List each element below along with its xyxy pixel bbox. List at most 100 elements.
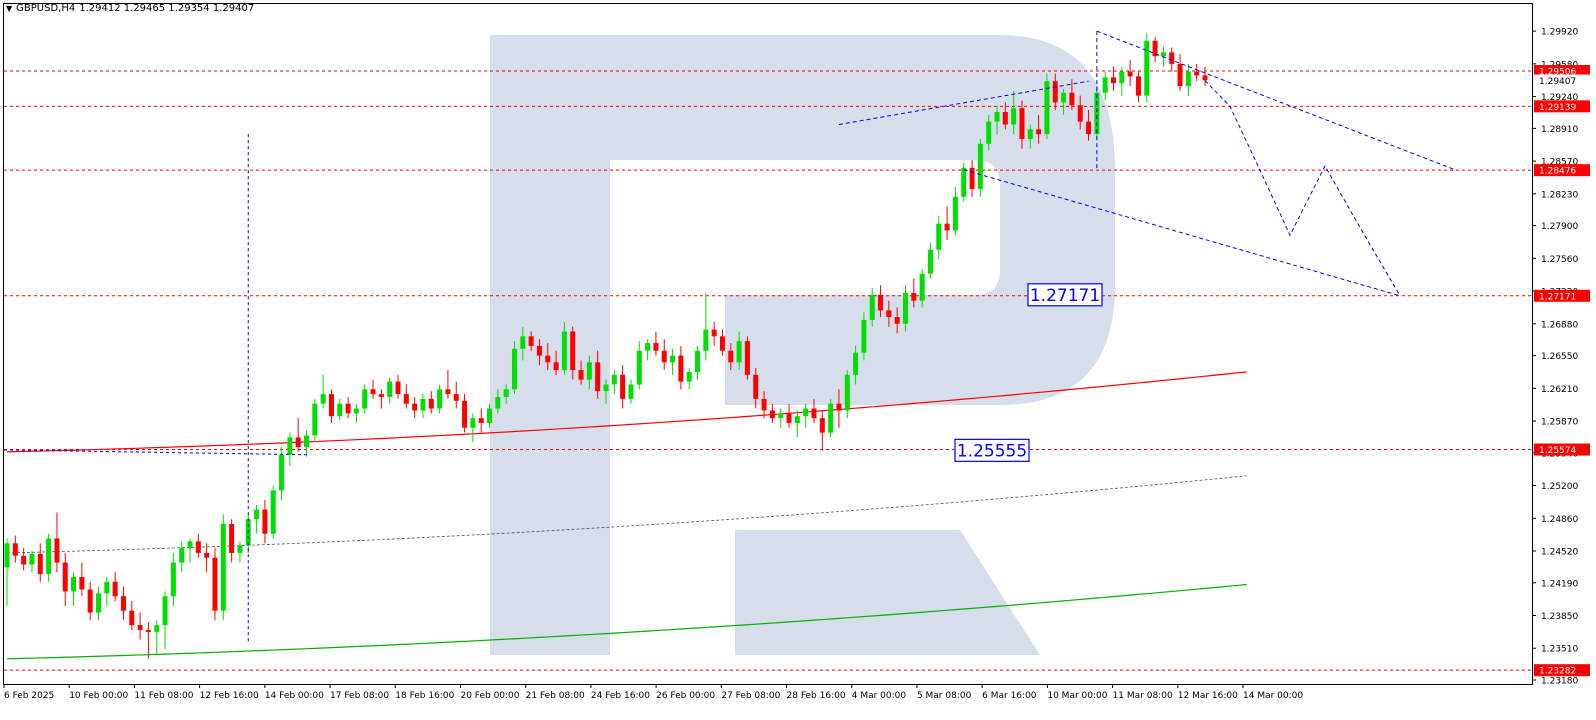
candle[interactable] xyxy=(237,541,243,563)
candle[interactable] xyxy=(395,374,401,399)
candle[interactable] xyxy=(520,326,526,361)
candle[interactable] xyxy=(553,350,559,375)
candle[interactable] xyxy=(487,403,493,428)
candle[interactable] xyxy=(578,360,584,385)
candle[interactable] xyxy=(869,288,875,327)
candle[interactable] xyxy=(120,586,126,621)
candle[interactable] xyxy=(670,348,676,375)
candle[interactable] xyxy=(162,591,168,650)
candle[interactable] xyxy=(1119,66,1125,96)
candle[interactable] xyxy=(969,160,975,197)
candle[interactable] xyxy=(87,581,93,621)
candle[interactable] xyxy=(21,548,27,571)
candle[interactable] xyxy=(362,384,368,414)
candle[interactable] xyxy=(811,398,817,423)
candle[interactable] xyxy=(437,384,443,414)
candle[interactable] xyxy=(1061,88,1067,115)
candle[interactable] xyxy=(79,562,85,597)
candle[interactable] xyxy=(761,391,767,419)
candle[interactable] xyxy=(254,504,260,534)
candle[interactable] xyxy=(611,370,617,395)
candle[interactable] xyxy=(1177,54,1183,91)
candle[interactable] xyxy=(603,379,609,404)
candle[interactable] xyxy=(903,285,908,332)
candle[interactable] xyxy=(96,586,102,621)
candle[interactable] xyxy=(828,398,834,438)
candle[interactable] xyxy=(1102,71,1108,101)
candle[interactable] xyxy=(994,105,1000,135)
candle[interactable] xyxy=(836,389,842,428)
candle[interactable] xyxy=(986,114,992,151)
candle[interactable] xyxy=(911,278,917,308)
candle[interactable] xyxy=(1144,33,1150,103)
candle[interactable] xyxy=(1110,66,1116,91)
candle[interactable] xyxy=(220,514,226,621)
candle[interactable] xyxy=(586,355,592,390)
candle[interactable] xyxy=(403,384,409,409)
candle[interactable] xyxy=(320,374,326,409)
candle[interactable] xyxy=(270,485,276,539)
candle[interactable] xyxy=(195,533,201,558)
candle[interactable] xyxy=(470,413,476,443)
candle[interactable] xyxy=(628,379,634,404)
candle[interactable] xyxy=(12,535,18,563)
candle[interactable] xyxy=(1135,71,1141,103)
candle[interactable] xyxy=(719,329,725,356)
candle[interactable] xyxy=(37,543,43,582)
candle[interactable] xyxy=(661,339,667,371)
candle[interactable] xyxy=(878,285,884,318)
candle[interactable] xyxy=(1202,66,1208,87)
candle[interactable] xyxy=(678,345,684,390)
candle[interactable] xyxy=(736,331,742,371)
candle[interactable] xyxy=(312,398,318,443)
candle[interactable] xyxy=(536,339,542,366)
candle[interactable] xyxy=(212,548,218,621)
candle[interactable] xyxy=(894,307,900,334)
candle[interactable] xyxy=(179,541,185,573)
candle[interactable] xyxy=(886,300,892,327)
candle[interactable] xyxy=(328,389,334,423)
candle[interactable] xyxy=(345,396,351,419)
candle[interactable] xyxy=(370,379,376,399)
candle[interactable] xyxy=(977,138,983,197)
candle[interactable] xyxy=(528,331,534,351)
candle[interactable] xyxy=(645,339,651,361)
candle[interactable] xyxy=(620,365,626,409)
candle[interactable] xyxy=(353,403,359,423)
candle[interactable] xyxy=(503,384,509,404)
candle[interactable] xyxy=(412,396,418,419)
candle[interactable] xyxy=(803,403,809,428)
candle[interactable] xyxy=(1002,102,1008,130)
candle[interactable] xyxy=(29,550,35,573)
candle[interactable] xyxy=(1194,63,1200,82)
candle[interactable] xyxy=(1052,73,1058,111)
candle[interactable] xyxy=(187,538,193,563)
candle[interactable] xyxy=(495,389,501,414)
candle[interactable] xyxy=(1027,124,1033,149)
candle[interactable] xyxy=(919,268,925,308)
candle[interactable] xyxy=(170,552,176,606)
candle[interactable] xyxy=(137,612,143,640)
candle[interactable] xyxy=(279,447,285,500)
candle[interactable] xyxy=(378,389,384,409)
candle[interactable] xyxy=(295,418,301,452)
candle[interactable] xyxy=(1011,90,1017,135)
candle[interactable] xyxy=(703,292,709,361)
candle[interactable] xyxy=(853,345,859,385)
candle[interactable] xyxy=(71,572,77,606)
candle[interactable] xyxy=(204,543,210,573)
candle[interactable] xyxy=(229,519,235,563)
candle[interactable] xyxy=(545,343,551,371)
candle[interactable] xyxy=(428,391,434,414)
candle[interactable] xyxy=(478,408,484,433)
candle[interactable] xyxy=(1044,73,1050,139)
candle[interactable] xyxy=(104,576,110,606)
candle[interactable] xyxy=(511,341,517,395)
candle[interactable] xyxy=(570,326,576,380)
candle[interactable] xyxy=(1036,114,1042,144)
candle[interactable] xyxy=(819,410,825,451)
candle[interactable] xyxy=(1127,60,1133,87)
candle[interactable] xyxy=(462,394,468,433)
candle[interactable] xyxy=(944,206,950,241)
candle[interactable] xyxy=(145,622,151,659)
